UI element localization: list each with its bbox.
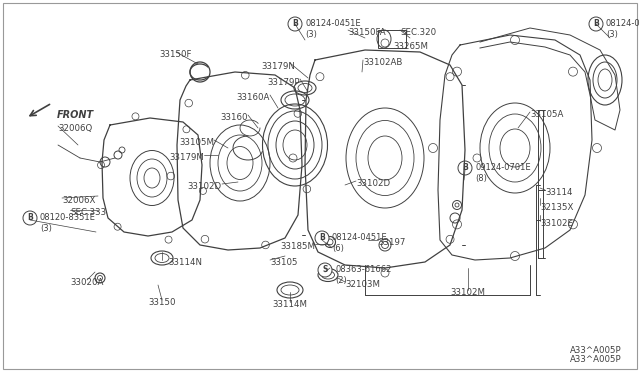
Circle shape xyxy=(589,17,603,31)
Text: 33265M: 33265M xyxy=(393,42,428,51)
Text: 33102D: 33102D xyxy=(356,179,390,188)
Text: (3): (3) xyxy=(305,29,317,38)
Circle shape xyxy=(23,211,37,225)
Text: 33102E: 33102E xyxy=(540,219,573,228)
Text: 33197: 33197 xyxy=(378,238,405,247)
Circle shape xyxy=(288,17,302,31)
Text: S: S xyxy=(323,266,328,275)
Text: (2): (2) xyxy=(335,276,347,285)
Text: 32006Q: 32006Q xyxy=(58,124,92,133)
Text: 08120-8351E: 08120-8351E xyxy=(40,214,96,222)
Text: (3): (3) xyxy=(40,224,52,232)
Text: 33020A: 33020A xyxy=(70,278,104,287)
Text: 08124-0901E: 08124-0901E xyxy=(606,19,640,29)
Text: A33^A005P: A33^A005P xyxy=(570,355,622,364)
Text: 32006X: 32006X xyxy=(62,196,95,205)
Text: 33179N: 33179N xyxy=(261,62,295,71)
Text: B: B xyxy=(593,19,599,29)
Text: 33114M: 33114M xyxy=(273,300,307,309)
Text: 33179P: 33179P xyxy=(268,78,300,87)
Text: 33179M: 33179M xyxy=(169,153,204,162)
Circle shape xyxy=(458,161,472,175)
Text: 08124-0451E: 08124-0451E xyxy=(305,19,360,29)
Text: 33114: 33114 xyxy=(545,188,573,197)
Text: 33105M: 33105M xyxy=(179,138,214,147)
Text: A33^A005P: A33^A005P xyxy=(570,346,622,355)
Text: 33105A: 33105A xyxy=(530,110,563,119)
Text: (3): (3) xyxy=(606,29,618,38)
Text: 08363-61662: 08363-61662 xyxy=(335,266,392,275)
Text: 33114N: 33114N xyxy=(168,258,202,267)
Text: 33102AB: 33102AB xyxy=(363,58,403,67)
Text: B: B xyxy=(319,234,325,243)
Text: SEC.333: SEC.333 xyxy=(70,208,106,217)
Text: (8): (8) xyxy=(475,173,487,183)
Text: B: B xyxy=(462,164,468,173)
Circle shape xyxy=(315,231,329,245)
Text: B: B xyxy=(292,19,298,29)
Text: 09124-0701E: 09124-0701E xyxy=(475,164,531,173)
Text: 33160A: 33160A xyxy=(237,93,270,102)
Text: 33150F: 33150F xyxy=(160,50,192,59)
Text: SEC.320: SEC.320 xyxy=(400,28,436,37)
Text: 33102D: 33102D xyxy=(188,182,222,191)
Text: 33160: 33160 xyxy=(221,113,248,122)
Text: 33105: 33105 xyxy=(270,258,298,267)
Text: (6): (6) xyxy=(332,244,344,253)
Text: 33185M: 33185M xyxy=(280,242,315,251)
Text: 33150: 33150 xyxy=(148,298,176,307)
Text: FRONT: FRONT xyxy=(57,110,94,120)
Text: 32135X: 32135X xyxy=(540,203,573,212)
Bar xyxy=(378,30,406,48)
Circle shape xyxy=(318,263,332,277)
Text: 33102M: 33102M xyxy=(451,288,486,297)
Text: 08124-0451E: 08124-0451E xyxy=(332,234,388,243)
Text: B: B xyxy=(27,214,33,222)
Text: 32103M: 32103M xyxy=(345,280,380,289)
Text: 33150FA: 33150FA xyxy=(348,28,386,37)
